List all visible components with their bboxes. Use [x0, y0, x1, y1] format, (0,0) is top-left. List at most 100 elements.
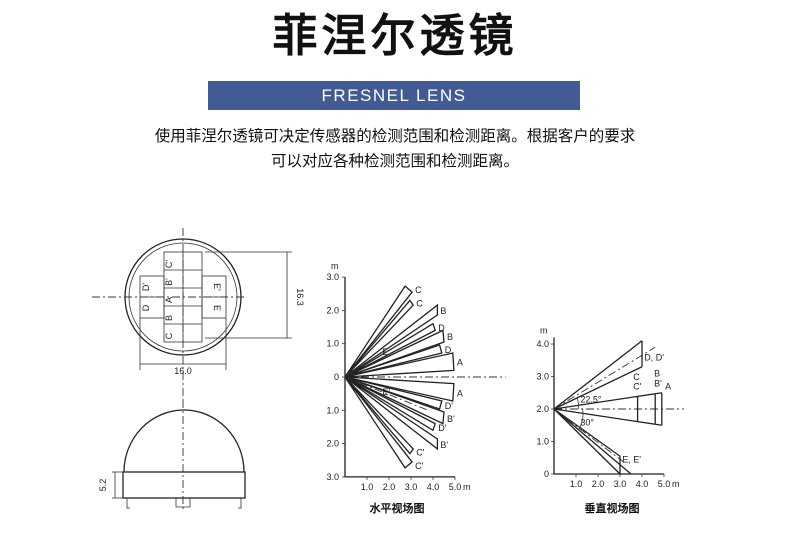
beam [344, 376, 443, 410]
base-dimension: 5.2 [98, 479, 108, 492]
x-tick-label: 4.0 [427, 482, 440, 492]
beam [344, 329, 445, 378]
beam-d-upper [553, 340, 643, 410]
y-tick-label: 2.0 [326, 305, 339, 315]
y-tick-label: 3.0 [326, 472, 339, 482]
beam-a-upper [553, 392, 662, 410]
lens-pins [126, 498, 242, 509]
beam-d-lower [553, 366, 643, 410]
x-unit-label: m [672, 479, 680, 489]
page-title: 菲涅尔透镜 [272, 9, 518, 62]
beam-label: D' [438, 423, 446, 433]
horizontal-view-chart: 3.02.01.001.02.03.01.0 2.0 3.0 4.0 5.0 mmCCBD… [326, 261, 506, 492]
beam [344, 344, 443, 378]
beam-label: D [445, 345, 452, 355]
beam-label: C' [416, 447, 424, 457]
beam-label: C [416, 299, 423, 309]
beam-label: C [415, 285, 422, 295]
beam [344, 376, 436, 432]
description-line-1: 使用菲涅尔透镜可决定传感器的检测范围和检测距离。根据客户的要求 [154, 127, 636, 145]
vertical-view-chart: 4.03.02.01.001.0 2.0 3.0 4.0 5.0 mm22.5°30°D,… [536, 326, 684, 489]
segment-c: C [164, 332, 174, 339]
beam-label: B [440, 306, 446, 316]
lens-dome [123, 409, 245, 473]
beam-label: D [438, 323, 445, 333]
x-tick-label: 5.0 [658, 479, 671, 489]
x-tick-label: 2.0 [592, 479, 605, 489]
angle-label-22-5: 22.5° [580, 395, 602, 405]
beam-e-lower [553, 408, 621, 475]
segment-b: B [164, 315, 174, 321]
y-tick-label: 2.0 [326, 439, 339, 449]
angle-arc-30 [577, 408, 584, 431]
label-c: C [633, 372, 640, 382]
segment-a: A [164, 297, 174, 303]
beam-label: A [457, 358, 463, 368]
vertical-chart-title: 垂直视场图 [585, 501, 640, 515]
beam-e-center [553, 408, 627, 465]
x-tick-label: 1.0 [361, 482, 374, 492]
beam-e-upper [553, 408, 621, 457]
y-tick-label: 4.0 [536, 339, 549, 349]
beam-label: B' [447, 414, 455, 424]
beam [344, 299, 415, 378]
segment-d-prime: D' [141, 283, 151, 291]
segment-e-prime: E' [212, 283, 222, 291]
inner-beam [344, 321, 428, 378]
segment-c-prime: C' [164, 260, 174, 268]
y-unit-label: m [331, 261, 339, 271]
y-tick-label: 1.0 [536, 437, 549, 447]
width-dimension: 16.0 [174, 366, 192, 376]
segment-d: D [141, 304, 151, 311]
label-b: B [654, 369, 660, 379]
label-d: D, D' [644, 352, 664, 362]
beam [344, 376, 439, 451]
segment-b-prime: B' [164, 278, 174, 286]
description-line-2: 可以对应各种检测范围和检测距离。 [270, 152, 519, 170]
x-tick-label: 5.0 [449, 482, 462, 492]
y-tick-label: 2.0 [536, 404, 549, 414]
angle-label-30: 30° [580, 417, 594, 427]
beam-d-center [553, 346, 656, 410]
label-e: E, E' [622, 455, 641, 465]
beam [344, 352, 455, 378]
y-tick-label: 0 [334, 372, 339, 382]
subtitle-banner: FRESNEL LENS [208, 81, 580, 110]
x-unit-label: m [463, 482, 471, 492]
inner-beam [344, 376, 428, 411]
beam [344, 285, 413, 378]
lens-side-view: 5.2 [98, 400, 246, 512]
y-tick-label: 0 [544, 469, 549, 479]
y-tick-label: 1.0 [326, 339, 339, 349]
beam [344, 376, 415, 455]
y-tick-label: 3.0 [326, 272, 339, 282]
beam-e-outer [553, 408, 632, 475]
x-tick-label: 2.0 [383, 482, 396, 492]
lens-base [122, 471, 246, 499]
label-b-prime: B' [654, 378, 662, 388]
beam-label: B' [440, 440, 448, 450]
x-tick-label: 3.0 [405, 482, 418, 492]
inner-beam-label: E' [382, 387, 390, 397]
beam-label: C' [415, 461, 423, 471]
label-c-prime: C' [633, 382, 641, 392]
lens-top-view: C' B' A B C D' D E' E 16.0 16.3 [92, 228, 305, 400]
x-tick-label: 1.0 [570, 479, 583, 489]
horizontal-chart-title: 水平视场图 [370, 501, 425, 515]
beam-a-lower [553, 408, 662, 426]
x-tick-label: 3.0 [614, 479, 627, 489]
beam [344, 376, 455, 402]
y-tick-label: 3.0 [536, 372, 549, 382]
segment-e: E [212, 305, 222, 311]
dimension-lines [139, 251, 292, 370]
x-tick-label: 4.0 [636, 479, 649, 489]
beam-label: A [457, 388, 463, 398]
height-dimension: 16.3 [295, 288, 305, 306]
label-a: A [665, 382, 671, 392]
beam [344, 376, 445, 425]
inner-beam-label: E [382, 347, 388, 357]
lens-segment-grid [139, 251, 227, 343]
angle-arc-22-5 [576, 397, 579, 410]
beam-label: D' [445, 401, 453, 411]
